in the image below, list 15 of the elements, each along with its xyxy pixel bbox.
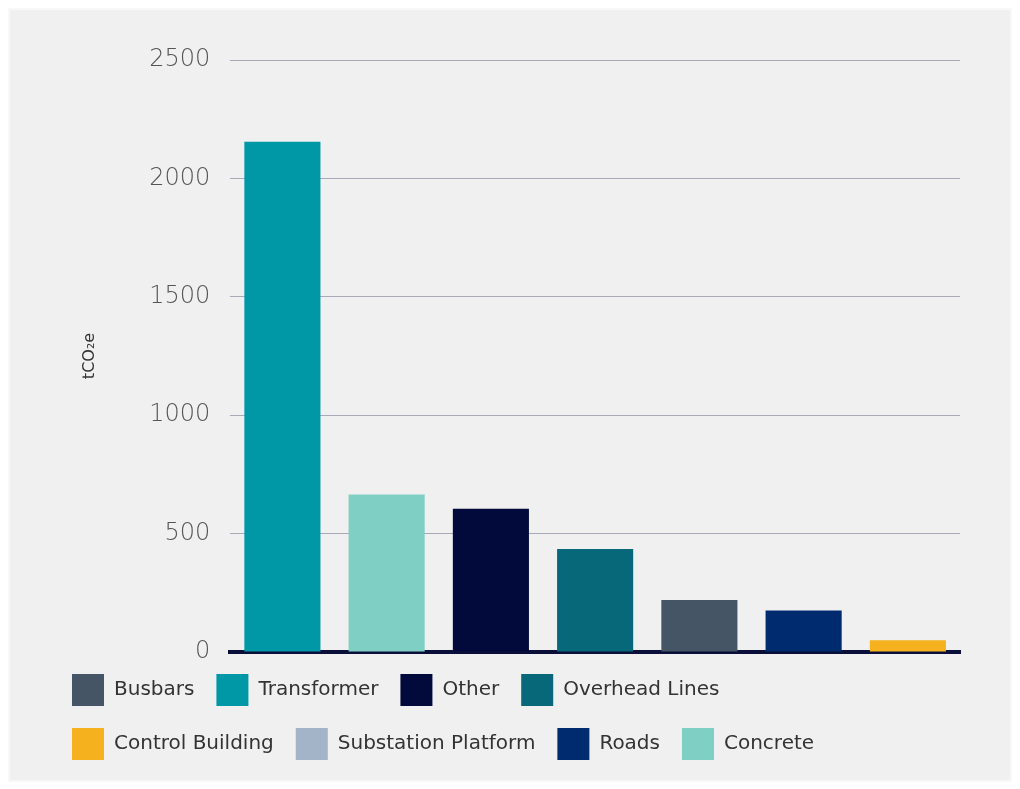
legend-label: Control Building: [114, 730, 274, 755]
legend-label: Transformer: [257, 676, 380, 701]
y-tick-label: 1500: [149, 281, 211, 310]
legend-label: Busbars: [114, 676, 195, 701]
y-axis-title: tCO₂e: [78, 332, 98, 380]
y-tick-label: 0: [195, 636, 211, 665]
y-tick-label: 500: [164, 517, 211, 546]
y-tick-label: 2500: [149, 44, 211, 73]
y-tick-label: 1000: [149, 399, 211, 428]
y-tick-label: 2000: [149, 162, 211, 191]
legend-label: Substation Platform: [337, 730, 536, 755]
legend-label: Other: [442, 676, 500, 701]
legend-label: Overhead Lines: [563, 676, 720, 701]
legend-label: Concrete: [723, 730, 815, 755]
legend-label: Roads: [599, 730, 660, 755]
